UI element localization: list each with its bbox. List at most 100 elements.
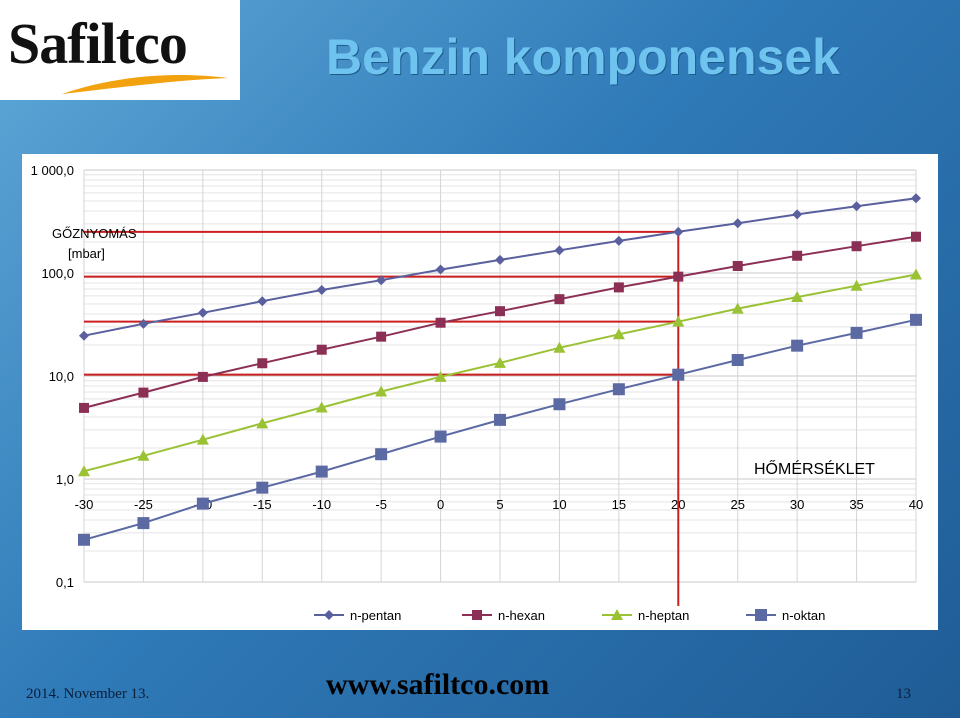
y-tick-label: 100,0: [41, 266, 74, 281]
data-point: [376, 275, 387, 286]
series: [78, 193, 922, 546]
legend-label: n-oktan: [782, 608, 825, 623]
y-axis-label: GŐZNYOMÁS: [52, 226, 137, 241]
data-point: [376, 331, 387, 342]
data-point: [79, 330, 89, 341]
data-point: [315, 401, 328, 413]
x-tick-label: -15: [253, 497, 272, 512]
x-tick-label: 5: [496, 497, 503, 512]
data-point: [910, 268, 922, 280]
series-n-oktan: [78, 313, 922, 546]
slide-title: Benzin komponensek: [326, 29, 840, 85]
data-point: [554, 294, 565, 305]
data-point: [673, 271, 684, 282]
data-point: [434, 430, 447, 443]
data-point: [791, 291, 804, 303]
y-tick-labels: 1 000,0 100,0 10,0 1,0 0,1: [31, 163, 74, 590]
legend-label: n-hexan: [498, 608, 545, 623]
data-point: [494, 413, 506, 426]
data-point: [791, 339, 804, 352]
data-point: [257, 358, 268, 369]
series-n-hexan: [79, 231, 921, 413]
data-point: [435, 317, 446, 328]
data-point: [256, 417, 269, 429]
x-tick-label: 35: [849, 497, 863, 512]
data-point: [672, 315, 685, 327]
data-point: [731, 302, 744, 314]
logo: Safiltco: [0, 0, 240, 100]
data-point: [792, 209, 803, 220]
legend-label: n-heptan: [638, 608, 689, 623]
data-point: [375, 385, 388, 397]
y-axis-unit: [mbar]: [68, 246, 105, 261]
data-point: [78, 465, 90, 477]
x-axis-label: HŐMÉRSÉKLET: [754, 459, 875, 478]
data-point: [197, 307, 208, 318]
data-point: [612, 383, 625, 396]
data-point: [494, 356, 506, 368]
x-tick-label: 10: [552, 497, 566, 512]
data-point: [672, 368, 685, 381]
footer-date: 2014. November 13.: [26, 686, 150, 702]
data-point: [851, 241, 862, 252]
data-point: [732, 218, 743, 229]
y-tick-label: 0,1: [56, 575, 74, 590]
data-point: [138, 318, 149, 329]
data-point: [850, 279, 863, 291]
data-point: [196, 433, 209, 445]
data-point: [851, 201, 862, 212]
legend-swatch-marker: [324, 610, 334, 620]
x-tick-label: 40: [909, 497, 923, 512]
grid: [83, 169, 917, 583]
x-tick-label: -10: [312, 497, 331, 512]
x-tick-label: 0: [437, 497, 444, 512]
data-point: [553, 341, 566, 353]
data-point: [731, 354, 744, 367]
data-point: [613, 235, 624, 246]
series-n-heptan: [78, 268, 922, 477]
data-point: [137, 517, 150, 530]
logo-wordmark: Safiltco: [8, 11, 188, 76]
data-point: [673, 226, 684, 237]
y-tick-label: 1,0: [56, 472, 74, 487]
x-tick-label: -30: [75, 497, 94, 512]
x-tick-label: -25: [134, 497, 153, 512]
data-point: [613, 282, 624, 293]
data-point: [732, 260, 743, 271]
data-point: [910, 313, 922, 326]
data-point: [197, 371, 208, 382]
data-point: [196, 497, 209, 510]
data-point: [256, 481, 269, 494]
legend: n-pentan n-hexan n-heptan n-oktan: [314, 608, 825, 623]
x-tick-label: 30: [790, 497, 804, 512]
data-point: [375, 448, 388, 461]
data-point: [554, 245, 565, 256]
data-point: [78, 533, 90, 546]
y-tick-label: 10,0: [49, 369, 74, 384]
x-tick-label: 15: [612, 497, 626, 512]
data-point: [612, 328, 625, 340]
data-point: [911, 231, 921, 242]
legend-swatch-marker: [755, 609, 767, 621]
data-point: [495, 306, 505, 317]
data-point: [495, 254, 505, 265]
x-tick-label: 25: [730, 497, 744, 512]
data-point: [138, 387, 149, 398]
data-point: [792, 250, 803, 261]
legend-label: n-pentan: [350, 608, 401, 623]
data-point: [257, 296, 268, 307]
x-tick-label: -5: [375, 497, 387, 512]
data-point: [137, 449, 150, 461]
page-number: 13: [896, 686, 911, 702]
logo-swoosh-icon: [62, 75, 228, 94]
legend-swatch-marker: [472, 610, 482, 620]
footer-url: www.safiltco.com: [326, 668, 550, 701]
data-point: [553, 398, 566, 411]
data-point: [315, 465, 328, 478]
legend-swatch-marker: [611, 609, 623, 620]
y-tick-label: 1 000,0: [31, 163, 74, 178]
data-point: [316, 284, 327, 295]
data-point: [79, 402, 89, 413]
